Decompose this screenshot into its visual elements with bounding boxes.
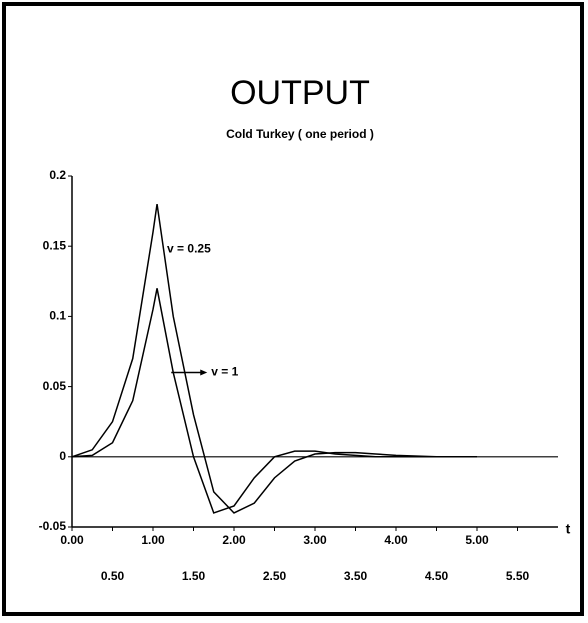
chart-title: OUTPUT [230,74,370,112]
series-label: v = 1 [211,365,238,379]
x-tick-label: 2.00 [222,533,246,547]
chart-subtitle: Cold Turkey ( one period ) [226,127,374,141]
series-line [71,288,477,514]
series-line [71,203,477,514]
arrow-head [200,369,208,376]
y-tick-label: 0.2 [49,168,66,182]
x-tick-label: 2.50 [263,569,287,583]
x-tick-label: 1.50 [182,569,206,583]
y-tick-label: 0 [59,449,66,463]
x-tick-label: 4.50 [425,569,449,583]
frame [2,2,584,616]
y-tick-label: 0.05 [43,379,67,393]
y-tick-label: -0.05 [39,519,67,533]
x-axis-label: t [566,521,571,537]
series-label: v = 0.25 [167,241,211,255]
x-tick-label: 3.50 [344,569,368,583]
y-tick-label: 0.1 [49,309,66,323]
x-tick-label: 4.00 [384,533,408,547]
y-tick-label: 0.15 [43,238,67,252]
x-tick-label: 3.00 [303,533,327,547]
x-tick-label: 0.00 [60,533,84,547]
x-tick-label: 5.50 [506,569,530,583]
x-tick-label: 0.50 [101,569,125,583]
x-tick-label: 1.00 [141,533,165,547]
x-tick-label: 5.00 [465,533,489,547]
